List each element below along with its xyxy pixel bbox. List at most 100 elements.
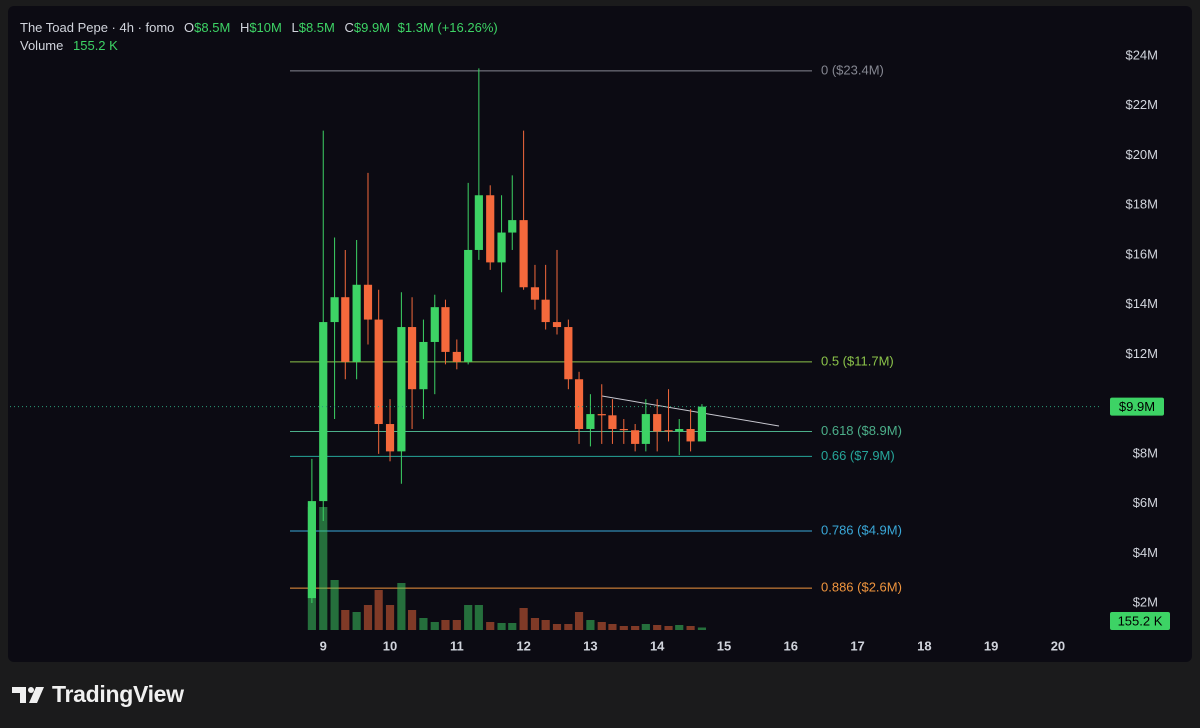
volume-bar: [586, 620, 595, 630]
chart-title: The Toad Pepe · 4h · fomo: [20, 20, 175, 35]
y-tick-label: $12M: [1125, 346, 1158, 361]
volume-bar: [608, 624, 617, 630]
volume-bar: [363, 605, 373, 630]
candle-body: [519, 220, 528, 288]
candle-body: [541, 299, 550, 323]
tv-logo: [12, 687, 44, 703]
volume-value: 155.2 K: [73, 38, 118, 53]
x-tick-label: 15: [717, 638, 731, 653]
volume-bar: [686, 626, 695, 630]
volume-bar: [341, 610, 350, 630]
ohlc-value: $9.9M: [353, 20, 391, 35]
volume-bar: [619, 626, 628, 630]
candle-body: [407, 327, 417, 390]
volume-header: Volume 155.2 K: [20, 38, 118, 53]
volume-bar: [641, 624, 650, 630]
volume-bar: [597, 622, 606, 630]
fib-label: 0.786 ($4.9M): [821, 522, 902, 537]
candle-body: [664, 430, 673, 432]
volume-box: [1110, 612, 1170, 630]
volume-bar: [374, 590, 383, 630]
volume-bar: [552, 624, 562, 630]
candle-body: [574, 379, 584, 429]
volume-bar: [653, 625, 662, 630]
volume-bar: [352, 612, 361, 630]
x-tick-label: 16: [784, 638, 798, 653]
candle-body: [608, 415, 617, 429]
candle-body: [352, 284, 361, 362]
candle-body: [385, 424, 395, 452]
volume-bar: [474, 605, 483, 630]
volume-bar: [675, 625, 684, 630]
candle-body: [675, 428, 684, 432]
ohlc-value: $8.5M: [298, 20, 335, 35]
volume-bar: [631, 626, 640, 630]
y-tick-label: $2M: [1133, 594, 1158, 609]
candle-body: [464, 249, 473, 362]
volume-bar: [697, 627, 707, 630]
x-tick-label: 18: [917, 638, 931, 653]
volume-bar: [441, 620, 450, 630]
volume-bar: [486, 622, 495, 630]
candle-body: [564, 327, 573, 380]
volume-bar: [530, 618, 540, 630]
y-tick-label: $18M: [1125, 197, 1158, 212]
volume-bar: [397, 583, 406, 630]
volume-title: Volume: [20, 38, 64, 53]
ohlc-key: C: [344, 20, 354, 35]
candle-body: [374, 319, 383, 425]
x-tick-label: 10: [383, 638, 397, 653]
x-tick-label: 9: [320, 638, 327, 653]
volume-bar: [330, 580, 339, 630]
change: $1.3M (+16.26%): [397, 20, 498, 35]
volume-bar: [419, 618, 428, 630]
candle-body: [319, 322, 328, 502]
volume-bar: [430, 622, 439, 630]
candle-body: [430, 307, 439, 342]
ohlc-value: $8.5M: [194, 20, 231, 35]
y-tick-label: $24M: [1125, 47, 1158, 62]
y-tick-label: $14M: [1125, 296, 1158, 311]
candle-body: [597, 414, 606, 416]
candle-body: [686, 428, 695, 442]
candle-body: [552, 322, 562, 328]
volume-bar: [464, 605, 473, 630]
candle-body: [497, 232, 506, 263]
x-tick-label: 14: [650, 638, 665, 653]
y-tick-label: $4M: [1133, 545, 1158, 560]
volume-bar: [497, 623, 506, 630]
candle-body: [441, 307, 450, 352]
y-tick-label: $22M: [1125, 97, 1158, 112]
volume-bar: [508, 623, 517, 630]
candle-body: [586, 414, 595, 429]
x-tick-label: 13: [583, 638, 597, 653]
candle-body: [486, 195, 495, 263]
y-tick-label: $20M: [1125, 147, 1158, 162]
fib-label: 0 ($23.4M): [821, 62, 884, 77]
x-tick-label: 12: [516, 638, 530, 653]
y-tick-label: $16M: [1125, 246, 1158, 261]
x-tick-label: 19: [984, 638, 998, 653]
candle-body: [419, 341, 428, 390]
candle-body: [641, 414, 650, 444]
volume-bar: [574, 612, 584, 630]
candle-body: [631, 430, 640, 444]
candle-body: [697, 406, 707, 442]
chart-panel: [8, 6, 1192, 662]
last-price-label: $9.9M: [1119, 399, 1155, 414]
candle-body: [474, 195, 483, 250]
brand: TradingView: [52, 681, 184, 707]
volume-bar: [664, 626, 673, 630]
candle-body: [508, 220, 517, 233]
fib-label: 0.5 ($11.7M): [821, 353, 894, 368]
ohlc-key: H: [239, 20, 250, 35]
volume-bar: [564, 624, 573, 630]
fib-label: 0.886 ($2.6M): [821, 580, 902, 595]
candle-body: [530, 287, 540, 300]
volume-bar: [319, 507, 328, 630]
x-tick-label: 17: [850, 638, 864, 653]
ohlc-key: O: [184, 20, 195, 35]
candle-body: [307, 501, 316, 599]
